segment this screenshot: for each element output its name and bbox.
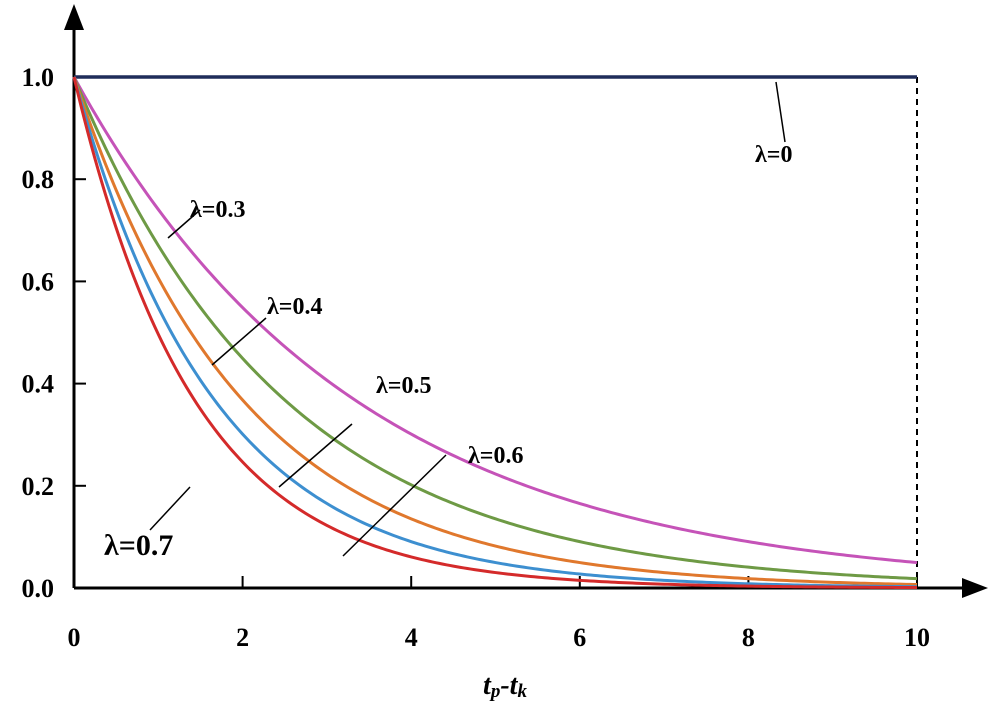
y-axis-arrow-icon [64, 4, 84, 30]
x-axis-arrow-icon [962, 578, 988, 598]
y-tick-label: 0.0 [22, 574, 55, 603]
x-tick-label: 0 [68, 623, 81, 652]
x-tick-label: 10 [904, 623, 930, 652]
series-line-0-4 [72, 76, 918, 581]
y-tick-label: 1.0 [22, 63, 55, 92]
x-tick-label: 6 [573, 623, 586, 652]
leader-line [167, 209, 201, 239]
y-tick-label: 0.8 [22, 165, 55, 194]
leader-line [775, 81, 786, 143]
leader-line [278, 423, 353, 488]
x-axis-label: tp-tk [483, 670, 527, 702]
axes [64, 4, 988, 598]
y-tick-label: 0.4 [22, 370, 55, 399]
series-line-0-6 [72, 76, 918, 589]
curve-labels: λ=0 λ=0.3 λ=0.4 λ=0.5 λ=0.6 λ=0.7 [104, 142, 792, 562]
leader-line [211, 317, 267, 366]
curve-label: λ=0.6 [468, 443, 523, 469]
series-line-0-5 [72, 76, 918, 587]
curve-label: λ=0.7 [104, 529, 173, 562]
y-tick-label: 0.2 [22, 472, 55, 501]
label-leaders [149, 81, 786, 557]
x-tick-label: 4 [405, 623, 418, 652]
series-line-0-3 [72, 76, 918, 565]
series-line-0-7 [72, 76, 918, 590]
tick-labels: 0 2 4 6 8 10 0.0 0.2 0.4 0.6 0.8 1.0 [22, 63, 931, 652]
curve-label: λ=0.4 [267, 294, 322, 320]
x-tick-label: 8 [742, 623, 755, 652]
y-tick-label: 0.6 [22, 267, 55, 296]
leader-line [149, 486, 191, 531]
curve-label: λ=0.5 [376, 373, 431, 399]
curve-label: λ=0 [755, 142, 792, 168]
x-tick-label: 2 [236, 623, 249, 652]
curves [72, 75, 918, 590]
curve-label: λ=0.3 [190, 197, 245, 223]
leader-line [342, 454, 447, 557]
